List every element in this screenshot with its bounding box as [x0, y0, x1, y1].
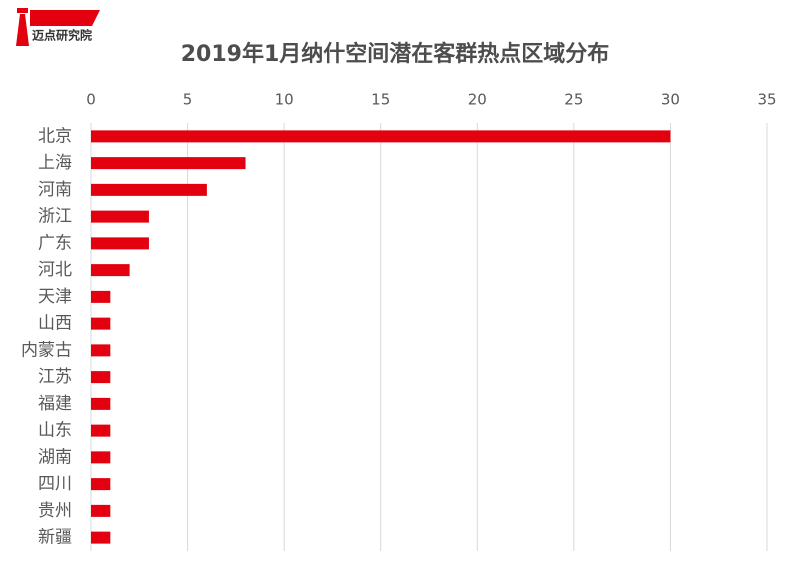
- x-tick-label: 20: [468, 91, 487, 109]
- bar: [91, 210, 149, 223]
- logo-banner: [30, 10, 100, 26]
- logo-tower: [16, 14, 29, 46]
- bar: [91, 344, 111, 357]
- bar: [91, 424, 111, 437]
- bar: [91, 157, 246, 170]
- bar: [91, 290, 111, 303]
- logo-top: [17, 8, 28, 13]
- y-tick-label: 贵州: [38, 501, 72, 521]
- logo-text: 迈点研究院: [32, 28, 92, 43]
- bar: [91, 451, 111, 464]
- bar: [91, 397, 111, 410]
- y-tick-label: 湖南: [38, 447, 72, 467]
- y-tick-label: 山西: [38, 314, 72, 334]
- logo: 迈点研究院: [16, 8, 100, 46]
- bar: [91, 317, 111, 330]
- x-tick-label: 10: [275, 91, 294, 109]
- bar: [91, 504, 111, 517]
- bar: [91, 531, 111, 544]
- y-tick-label: 四川: [38, 474, 72, 494]
- bar: [91, 130, 671, 143]
- x-tick-label: 15: [371, 91, 390, 109]
- bar: [91, 478, 111, 491]
- bar: [91, 371, 111, 384]
- y-tick-label: 上海: [38, 153, 72, 173]
- y-tick-label: 内蒙古: [21, 340, 72, 360]
- bar: [91, 183, 207, 196]
- x-tick-label: 5: [183, 91, 193, 109]
- y-tick-label: 新疆: [38, 528, 72, 548]
- x-tick-label: 25: [564, 91, 583, 109]
- y-tick-label: 江苏: [38, 367, 72, 387]
- bar: [91, 264, 130, 277]
- x-tick-label: 0: [86, 91, 96, 109]
- x-tick-label: 35: [757, 91, 776, 109]
- y-tick-label: 河北: [38, 260, 72, 280]
- y-tick-label: 北京: [38, 126, 72, 146]
- chart-title: 2019年1月纳什空间潜在客群热点区域分布: [181, 41, 610, 67]
- y-tick-label: 天津: [38, 287, 72, 307]
- x-tick-label: 30: [661, 91, 680, 109]
- y-tick-label: 浙江: [38, 207, 72, 227]
- y-tick-label: 山东: [38, 421, 72, 441]
- y-tick-label: 福建: [38, 394, 72, 414]
- bar: [91, 237, 149, 250]
- y-tick-label: 河南: [38, 180, 72, 200]
- y-tick-label: 广东: [38, 233, 72, 253]
